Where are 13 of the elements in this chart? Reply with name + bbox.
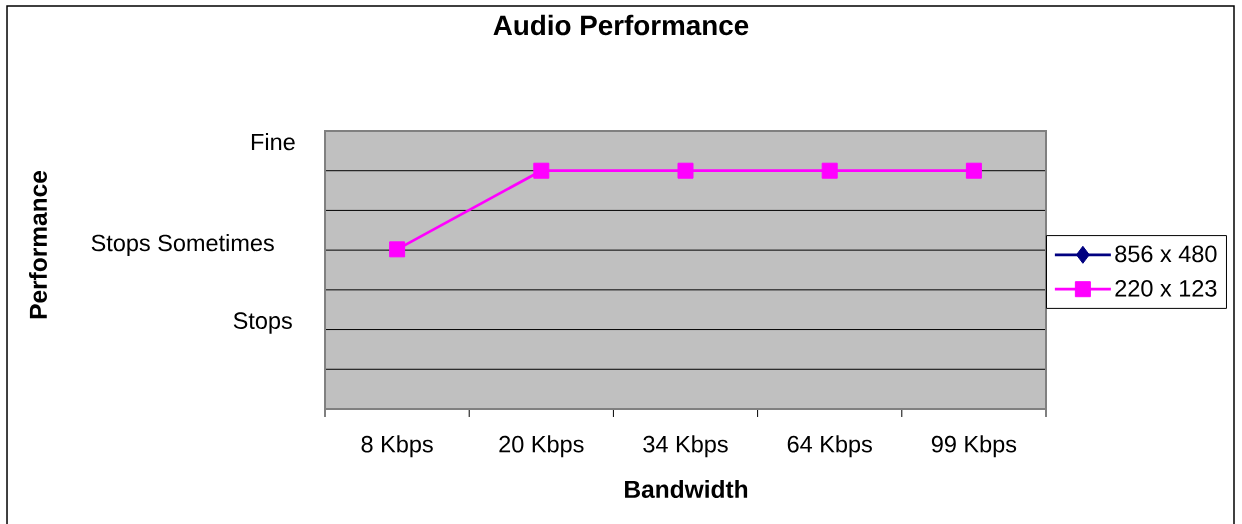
text: Performance [29,170,47,319]
legend-label: 856 x 480 [1115,245,1217,263]
x-tick-label: 64 Kbps [787,435,872,458]
text: Stops Sometimes [91,234,274,256]
text: Stops [233,312,292,334]
x-axis-title: Bandwidth [625,480,748,498]
x-tick-label: 34 Kbps [643,435,728,458]
text: Fine [251,133,295,151]
x-tick-label: 8 Kbps [361,435,433,458]
x-tick-label: 99 Kbps [931,435,1017,458]
chart-title: Audio Performance [493,14,749,36]
legend-label: 220 x 123 [1115,279,1217,297]
x-tick-label: 20 Kbps [499,435,584,458]
